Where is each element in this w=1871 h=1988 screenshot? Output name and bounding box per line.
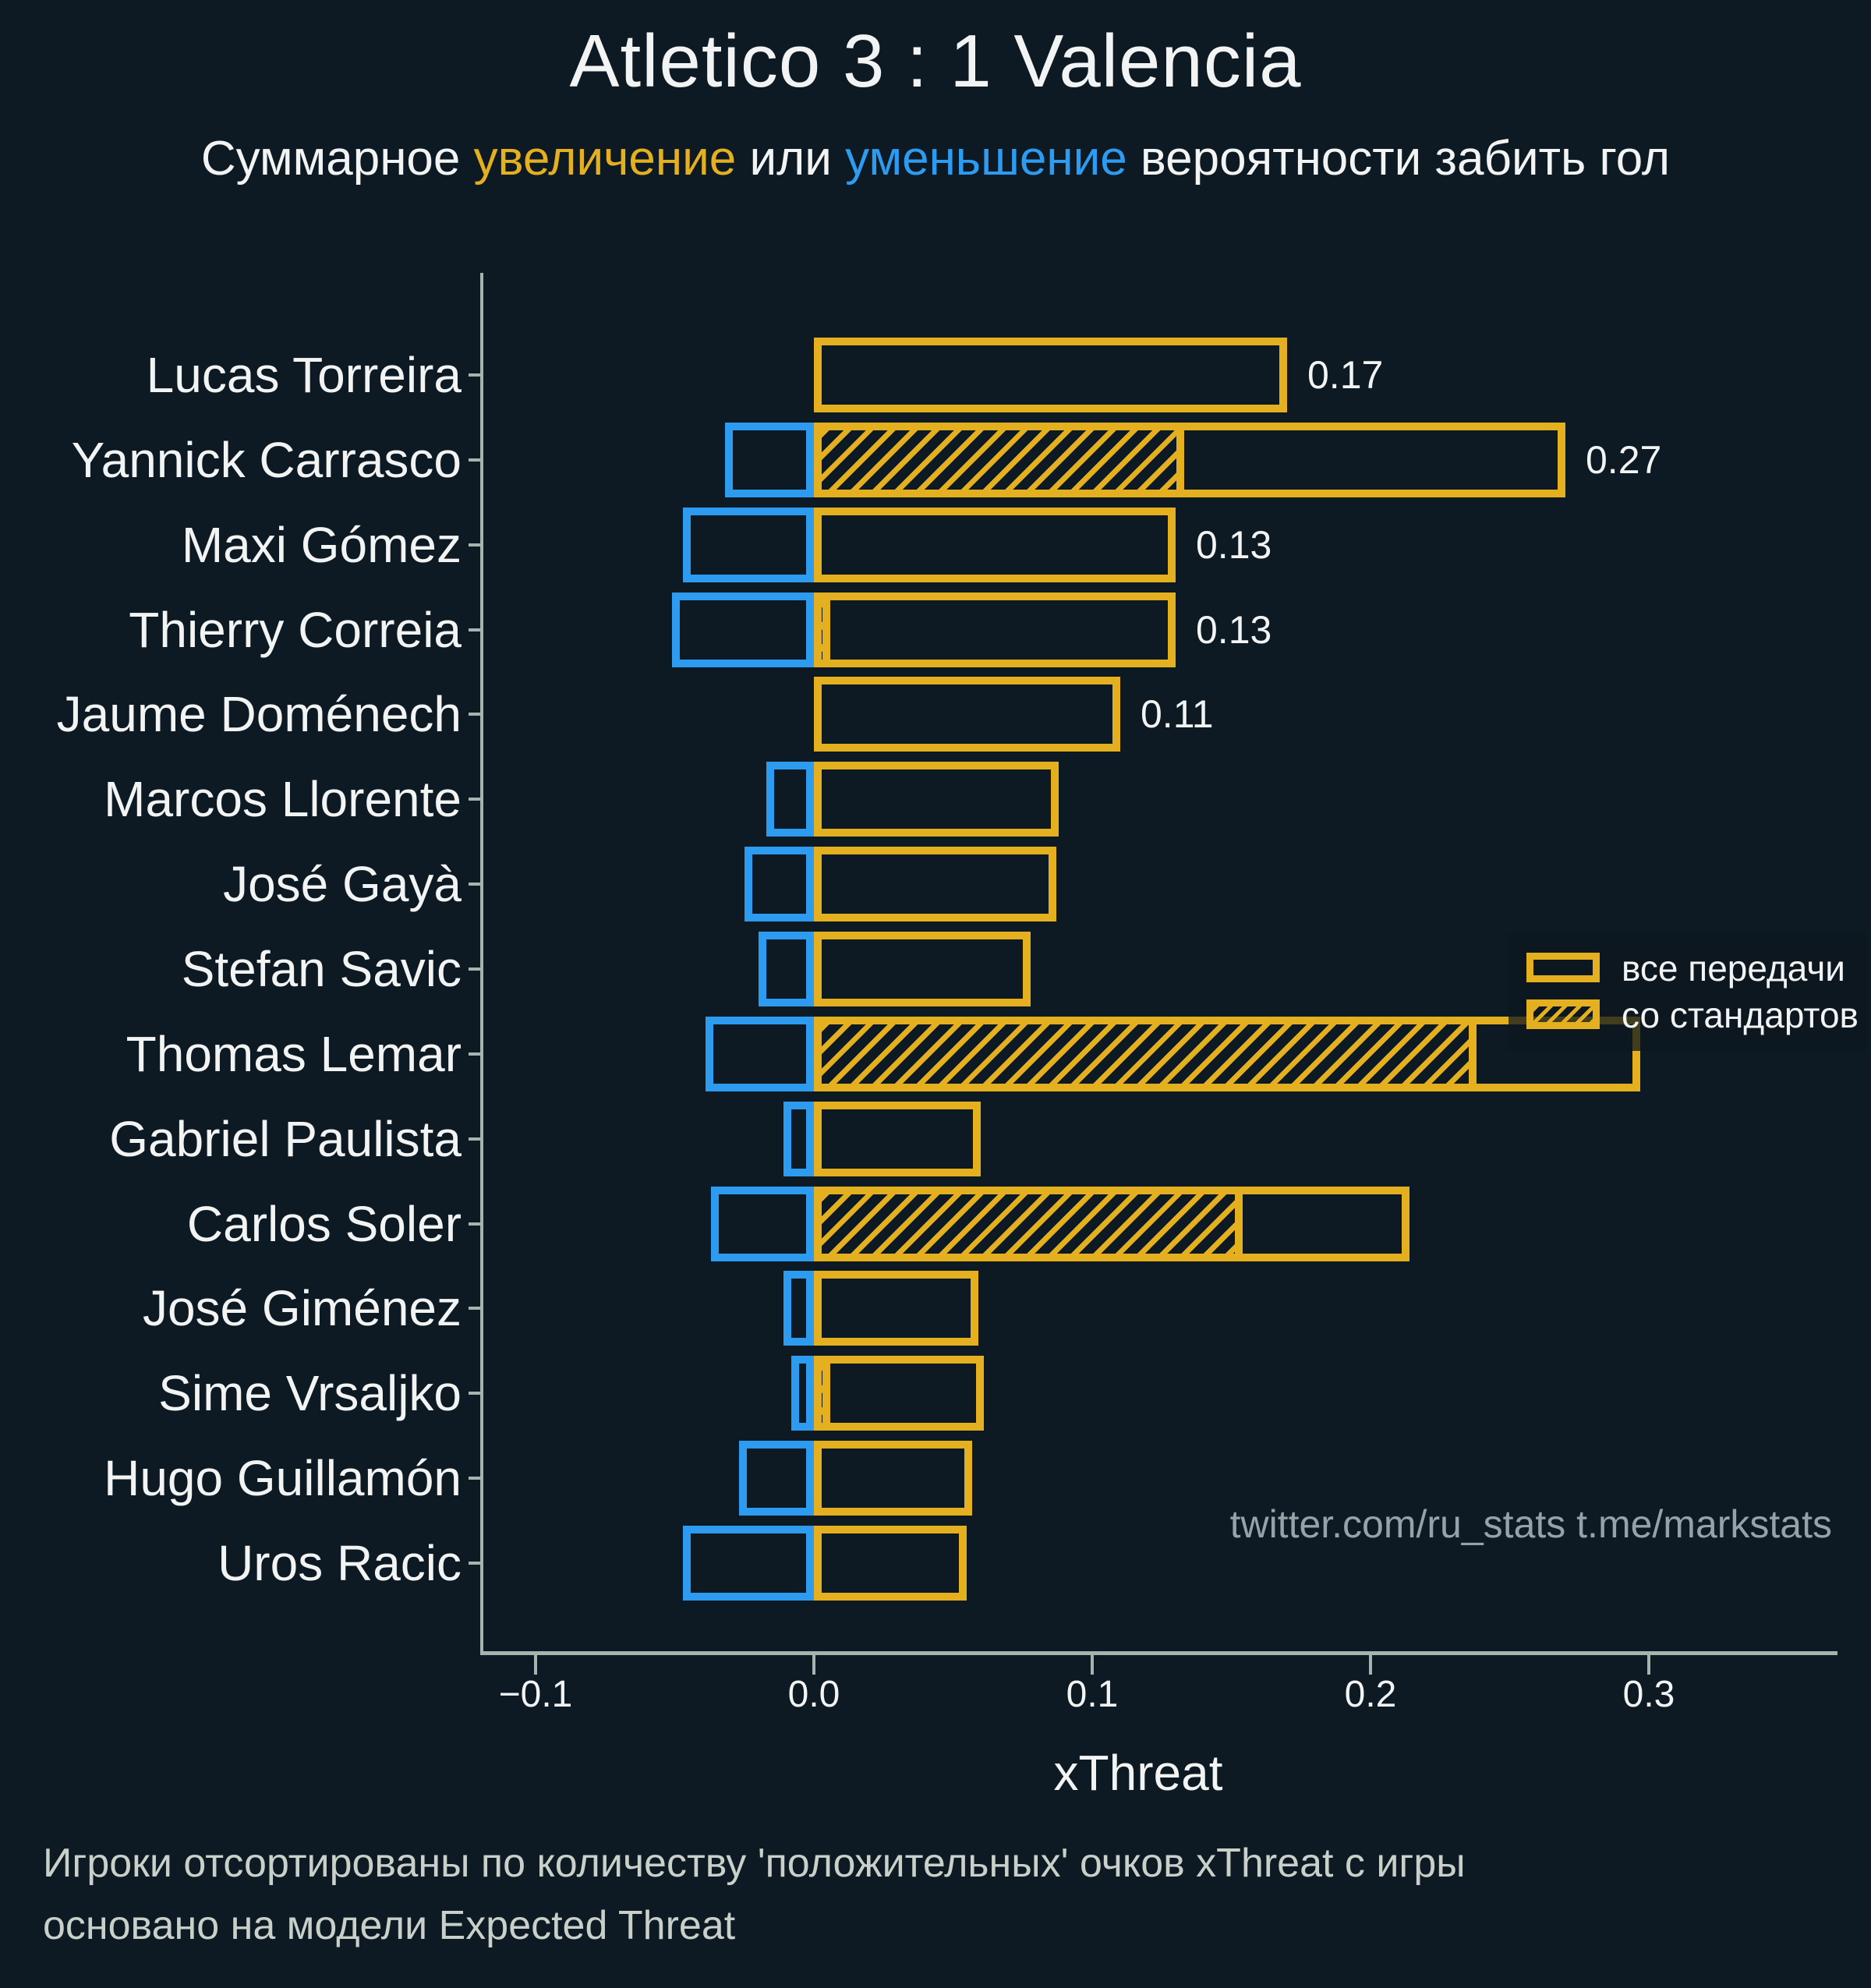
- subtitle-pre: Суммарное: [200, 132, 474, 186]
- bar-positive: [814, 507, 1176, 582]
- x-tick: [534, 1655, 537, 1675]
- bar-positive: [814, 1525, 967, 1601]
- bar-positive: [814, 1101, 981, 1176]
- y-tick: [469, 458, 480, 462]
- bar-positive: [814, 1271, 978, 1346]
- y-tick: [469, 373, 480, 377]
- bar-set-pieces: [814, 1016, 1477, 1091]
- y-tick: [469, 628, 480, 631]
- bar-negative: [672, 592, 814, 667]
- y-tick: [469, 543, 480, 547]
- bar-value-label: 0.17: [1307, 353, 1384, 397]
- bar-positive: [814, 931, 1031, 1006]
- bar-positive: [814, 762, 1059, 837]
- player-name-label: Marcos Llorente: [104, 771, 462, 828]
- plot-area: 0.17 0.27 0.13 0.13 0.11: [469, 273, 1837, 1655]
- x-tick-label: 0.0: [787, 1674, 840, 1715]
- y-tick: [469, 713, 480, 716]
- legend: все передачи со стандартов: [1508, 932, 1866, 1051]
- x-tick: [812, 1655, 815, 1675]
- y-tick: [469, 1392, 480, 1395]
- y-tick: [469, 1052, 480, 1056]
- footnote-line-1: Игроки отсортированы по количеству 'поло…: [43, 1841, 1466, 1886]
- x-tick: [1647, 1655, 1650, 1675]
- player-name-label: Stefan Savic: [181, 940, 462, 997]
- x-axis-title: xThreat: [1053, 1745, 1223, 1801]
- bar-positive: [814, 1356, 984, 1431]
- player-name-label: Sime Vrsaljko: [158, 1365, 462, 1422]
- bar-positive: [814, 338, 1287, 412]
- footnote-line-2: основано на модели Expected Threat: [43, 1903, 736, 1948]
- y-tick: [469, 967, 480, 971]
- player-name-label: José Gayà: [223, 856, 462, 913]
- bar-positive: [814, 1441, 972, 1516]
- player-name-label: Maxi Gómez: [181, 516, 462, 573]
- legend-swatch-set-pieces: [1526, 999, 1600, 1029]
- bar-negative: [725, 422, 814, 497]
- x-tick: [1091, 1655, 1094, 1675]
- bar-set-pieces: [814, 1186, 1243, 1261]
- subtitle-decrease-word: уменьшение: [845, 132, 1127, 186]
- subtitle-mid: или: [736, 132, 846, 186]
- bar-value-label: 0.27: [1586, 437, 1662, 482]
- legend-label-all-passes: все передачи: [1622, 948, 1846, 989]
- player-name-label: Gabriel Paulista: [109, 1110, 462, 1167]
- subtitle-increase-word: увеличение: [473, 132, 737, 186]
- bar-negative: [759, 931, 814, 1006]
- bar-positive: [814, 847, 1056, 922]
- x-tick: [1369, 1655, 1372, 1675]
- y-tick: [469, 1561, 480, 1565]
- chart-subtitle: Суммарное увеличение или уменьшение веро…: [0, 131, 1871, 187]
- player-name-label: José Giménez: [142, 1280, 462, 1337]
- subtitle-post: вероятности забить гол: [1126, 132, 1671, 186]
- x-tick-label: 0.3: [1622, 1674, 1675, 1715]
- bar-negative: [683, 507, 814, 582]
- bar-negative: [739, 1441, 814, 1516]
- y-tick: [469, 1137, 480, 1141]
- player-name-label: Carlos Soler: [186, 1195, 462, 1252]
- y-tick: [469, 1307, 480, 1311]
- y-tick: [469, 883, 480, 886]
- player-name-label: Jaume Doménech: [56, 686, 462, 743]
- bar-negative: [783, 1101, 814, 1176]
- bar-positive: [814, 592, 1176, 667]
- bar-negative: [683, 1525, 814, 1601]
- x-tick-label: 0.2: [1344, 1674, 1397, 1715]
- legend-label-set-pieces: со стандартов: [1622, 995, 1859, 1035]
- player-name-label: Thierry Correia: [129, 601, 462, 658]
- player-name-label: Lucas Torreira: [146, 347, 462, 403]
- bar-negative: [783, 1271, 814, 1346]
- bar-set-pieces: [814, 1356, 830, 1431]
- bar-negative: [711, 1186, 814, 1261]
- bar-value-label: 0.13: [1196, 607, 1272, 652]
- x-tick-label: −0.1: [498, 1674, 573, 1715]
- bar-set-pieces: [814, 592, 830, 667]
- y-tick: [469, 1477, 480, 1480]
- legend-swatch-all-passes: [1526, 953, 1600, 982]
- y-tick: [469, 798, 480, 801]
- player-name-label: Yannick Carrasco: [71, 431, 462, 488]
- bar-set-pieces: [814, 422, 1184, 497]
- player-name-label: Thomas Lemar: [126, 1025, 462, 1082]
- bar-value-label: 0.11: [1141, 692, 1214, 737]
- bar-negative: [766, 762, 814, 837]
- bar-negative: [745, 847, 814, 922]
- bar-value-label: 0.13: [1196, 522, 1272, 567]
- bar-positive: [814, 677, 1120, 752]
- watermark: twitter.com/ru_stats t.me/markstats: [1229, 1502, 1832, 1546]
- bar-negative: [706, 1016, 814, 1091]
- x-tick-label: 0.1: [1066, 1674, 1119, 1715]
- y-tick: [469, 1222, 480, 1226]
- bar-negative: [791, 1356, 814, 1431]
- chart-title: Atletico 3 : 1 Valencia: [569, 19, 1302, 103]
- player-name-label: Uros Racic: [218, 1534, 462, 1591]
- player-name-label: Hugo Guillamón: [104, 1450, 462, 1507]
